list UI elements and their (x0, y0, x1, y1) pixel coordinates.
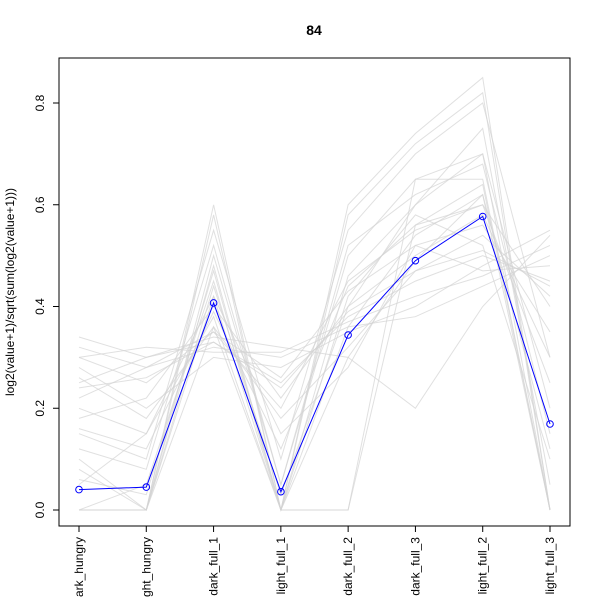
y-tick-label: 0.8 (33, 94, 47, 111)
x-tick-label: light_full_2 (476, 537, 490, 595)
highlight-point (478, 212, 487, 221)
x-tick-label: ark_hungry (72, 537, 86, 597)
highlight-point (277, 487, 285, 496)
x-tick-label: dark_full_3 (408, 537, 422, 596)
x-tick-label: light_full_1 (274, 537, 288, 595)
background-series-line (78, 244, 551, 358)
background-series-line (78, 214, 551, 419)
highlight-point (411, 256, 420, 265)
background-series-line (79, 183, 551, 511)
background-series-line (78, 204, 551, 451)
background-series-line (78, 102, 551, 461)
y-tick-label: 0.0 (33, 501, 47, 518)
background-series-group (78, 76, 551, 512)
background-series-line (78, 249, 551, 389)
x-tick-label: dark_full_2 (341, 537, 355, 596)
highlight-point (344, 331, 352, 339)
highlight-series-group (75, 212, 554, 496)
y-tick-label: 0.4 (33, 298, 47, 315)
y-axis-label: log2(value+1)/sqrt(sum(log2(value+1))) (3, 188, 17, 396)
x-axis: ark_hungry ght_hungry dark_full_1 light_ful… (72, 525, 557, 597)
background-series-line (79, 91, 551, 511)
highlight-series-line (78, 215, 551, 494)
y-axis: 0.0 0.2 0.4 0.6 0.8 (33, 94, 60, 518)
background-series-line (78, 244, 551, 399)
background-series-line (78, 127, 551, 512)
highlight-point (75, 485, 83, 494)
y-tick-label: 0.6 (33, 196, 47, 213)
chart-title: 84 (306, 22, 322, 38)
x-tick-label: light_full_3 (543, 537, 557, 595)
background-series-line (78, 234, 551, 420)
background-series-line (79, 153, 551, 511)
highlight-point (209, 299, 218, 307)
x-tick-label: ght_hungry (139, 537, 153, 597)
background-series-line (78, 214, 551, 512)
background-series-line (78, 163, 551, 487)
x-tick-label: dark_full_1 (207, 537, 221, 596)
highlight-point (142, 483, 151, 491)
y-tick-label: 0.2 (33, 400, 47, 417)
highlight-point (546, 420, 554, 428)
background-series-line (78, 255, 551, 369)
